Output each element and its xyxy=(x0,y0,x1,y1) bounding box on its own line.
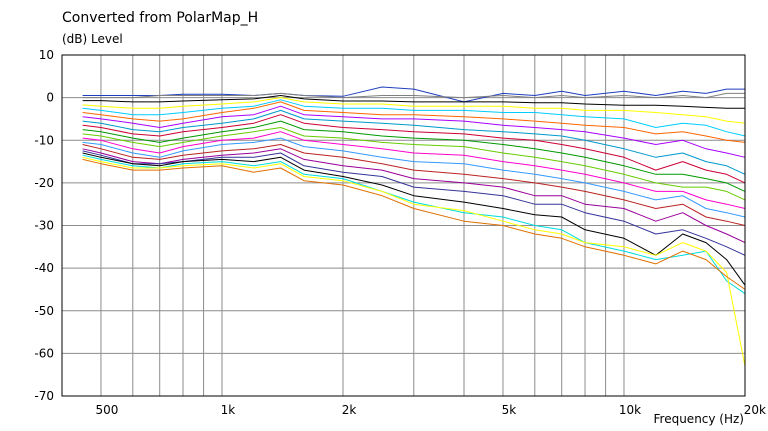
series-line-15 xyxy=(82,148,746,244)
y-tick-label: -40 xyxy=(34,261,54,275)
plot-frame xyxy=(61,54,746,397)
series-line-6 xyxy=(82,101,746,143)
series-line-11 xyxy=(82,127,746,201)
x-tick-label: 10k xyxy=(619,403,641,417)
series-line-10 xyxy=(82,120,746,192)
y-tick-label: 10 xyxy=(39,48,54,62)
x-tick-label: 500 xyxy=(96,403,119,417)
series-line-2 xyxy=(82,92,745,99)
series-line-12 xyxy=(82,131,746,209)
x-tick-label: 20k xyxy=(744,403,766,417)
series-line-7 xyxy=(82,105,746,158)
x-tick-label: 1k xyxy=(221,403,236,417)
y-tick-label: -70 xyxy=(34,389,54,403)
y-tick-label: -20 xyxy=(34,176,54,190)
series-line-3 xyxy=(82,95,745,109)
series-line-13 xyxy=(82,137,746,218)
x-tick-label: 2k xyxy=(342,403,357,417)
grid xyxy=(62,55,745,396)
x-tick-label: 5k xyxy=(502,403,517,417)
y-axis-label: (dB) Level xyxy=(62,32,123,46)
y-tick-label: -50 xyxy=(34,304,54,318)
y-tick-label: 0 xyxy=(46,91,54,105)
series-line-14 xyxy=(82,144,746,226)
tick-labels: 10 0 -10 -20 -30 -40 -50 -60 -70 500 1k 2k 5k 10k 20k xyxy=(34,48,766,417)
series-lines xyxy=(82,86,746,367)
y-tick-label: -30 xyxy=(34,219,54,233)
series-line-8 xyxy=(82,109,746,175)
chart-title: Converted from PolarMap_H xyxy=(62,10,259,26)
series-line-9 xyxy=(82,114,746,184)
y-tick-label: -10 xyxy=(34,133,54,147)
series-line-19 xyxy=(82,156,746,367)
series-line-5 xyxy=(82,99,746,137)
plot-border xyxy=(61,54,746,397)
series-line-18 xyxy=(82,154,746,295)
x-axis-label: Frequency (Hz) xyxy=(653,412,745,426)
series-line-17 xyxy=(82,152,746,286)
y-tick-label: -60 xyxy=(34,346,54,360)
series-line-1 xyxy=(82,86,745,103)
series-line-16 xyxy=(82,150,746,256)
series-line-4 xyxy=(82,97,746,124)
series-line-20 xyxy=(82,158,746,290)
